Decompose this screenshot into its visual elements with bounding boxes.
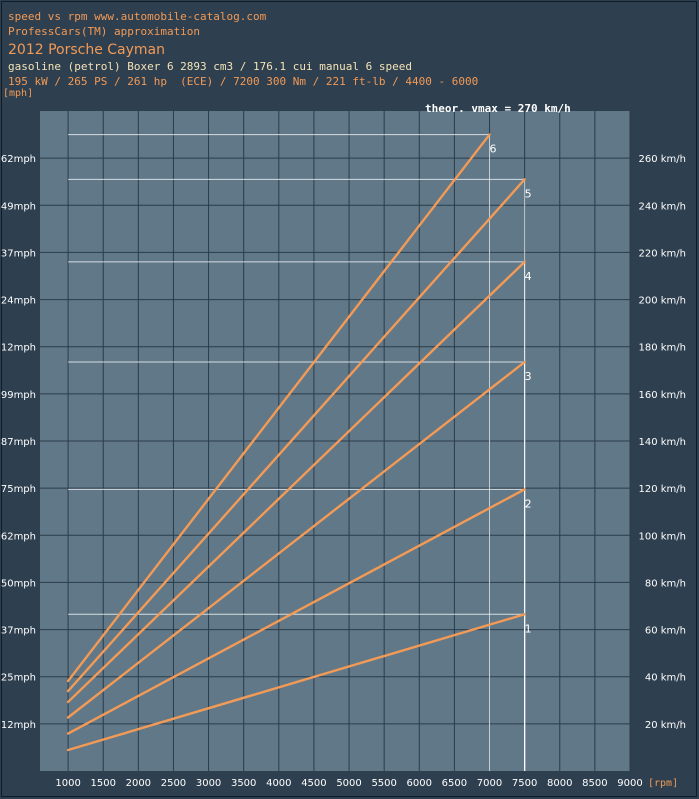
y-left-tick-label: 50mph (1, 578, 36, 589)
plot-layer: 1 2 3 4 5 6 1000 1500 2000 2500 3000 3500 4000 4500 50… (0, 111, 686, 789)
gear-3-curve (66, 360, 526, 719)
y-right-tick-label: 200 km/h (638, 296, 686, 307)
gear-3-label: 3 (525, 370, 532, 383)
x-tick-label: 2000 (126, 778, 151, 789)
x-tick-label: 2500 (161, 778, 186, 789)
x-tick-label: 1000 (55, 778, 80, 789)
y-left-tick-label: 112mph (0, 343, 36, 354)
gear-5-curve (66, 178, 526, 693)
x-tick-label: 4000 (266, 778, 291, 789)
x-tick-label: 5500 (371, 778, 396, 789)
y-right-tick-label: 140 km/h (638, 437, 686, 448)
x-tick-label: 1500 (90, 778, 115, 789)
gear-6-curve (66, 133, 491, 683)
gear-6-label: 6 (490, 143, 497, 156)
y-right-tick-label: 120 km/h (638, 484, 686, 495)
y-left-tick-label: 162mph (0, 154, 36, 165)
x-tick-label: 3500 (231, 778, 256, 789)
x-tick-label: 6500 (442, 778, 467, 789)
x-tick-label: 7500 (512, 778, 537, 789)
x-tick-label: 5000 (336, 778, 361, 789)
engine-spec: gasoline (petrol) Boxer 6 2893 cm3 / 176… (8, 60, 412, 73)
y-right-tick-label: 20 km/h (645, 720, 686, 731)
gear-1-curve (66, 613, 526, 752)
y-right-tick-label: 40 km/h (645, 673, 686, 684)
y-left-tick-label: 99mph (1, 390, 36, 401)
y-left-tick-label: 12mph (1, 720, 36, 731)
y-right-tick-label: 260 km/h (638, 154, 686, 165)
x-tick-label: 3000 (196, 778, 221, 789)
y-left-tick-label: 25mph (1, 673, 36, 684)
approximation-note: ProfessCars(TM) approximation (8, 25, 201, 38)
y-right-tick-label: 100 km/h (638, 531, 686, 542)
gear-2-curve (66, 488, 526, 735)
gear-2-label: 2 (525, 497, 532, 510)
y-left-tick-label: 149mph (0, 201, 36, 212)
power-spec: 195 kW / 265 PS / 261 hp (ECE) / 7200 30… (8, 75, 479, 88)
y-right-tick-label: 180 km/h (638, 343, 686, 354)
gear-1-label: 1 (525, 622, 532, 635)
y-right-tick-label: 240 km/h (638, 201, 686, 212)
y-left-tick-label: 37mph (1, 626, 36, 637)
vmax-label: theor. vmax = 270 km/h (425, 102, 571, 115)
car-model-title: 2012 Porsche Cayman (8, 42, 166, 58)
site-title: speed vs rpm www.automobile-catalog.com (8, 10, 267, 23)
gear-5-label: 5 (525, 187, 532, 200)
x-tick-label: 9000 (617, 778, 642, 789)
gear-4-curve (66, 260, 526, 704)
gear-4-label: 4 (525, 270, 532, 283)
x-tick-label: 7000 (477, 778, 502, 789)
y-right-tick-label: 60 km/h (645, 626, 686, 637)
y-left-tick-label: 62mph (1, 531, 36, 542)
x-tick-label: 4500 (301, 778, 326, 789)
x-tick-label: 8500 (582, 778, 607, 789)
y-left-tick-label: 75mph (1, 484, 36, 495)
y-left-tick-label: 124mph (0, 296, 36, 307)
x-tick-label: 8000 (547, 778, 572, 789)
y-right-tick-label: 160 km/h (638, 390, 686, 401)
y-right-tick-label: 220 km/h (638, 248, 686, 259)
x-unit-label: [rpm] (648, 778, 678, 789)
x-tick-label: 6000 (407, 778, 432, 789)
y-right-tick-label: 80 km/h (645, 578, 686, 589)
y-left-tick-label: 137mph (0, 248, 36, 259)
y-left-unit-label: [mph] (3, 88, 33, 99)
y-left-tick-label: 87mph (1, 437, 36, 448)
